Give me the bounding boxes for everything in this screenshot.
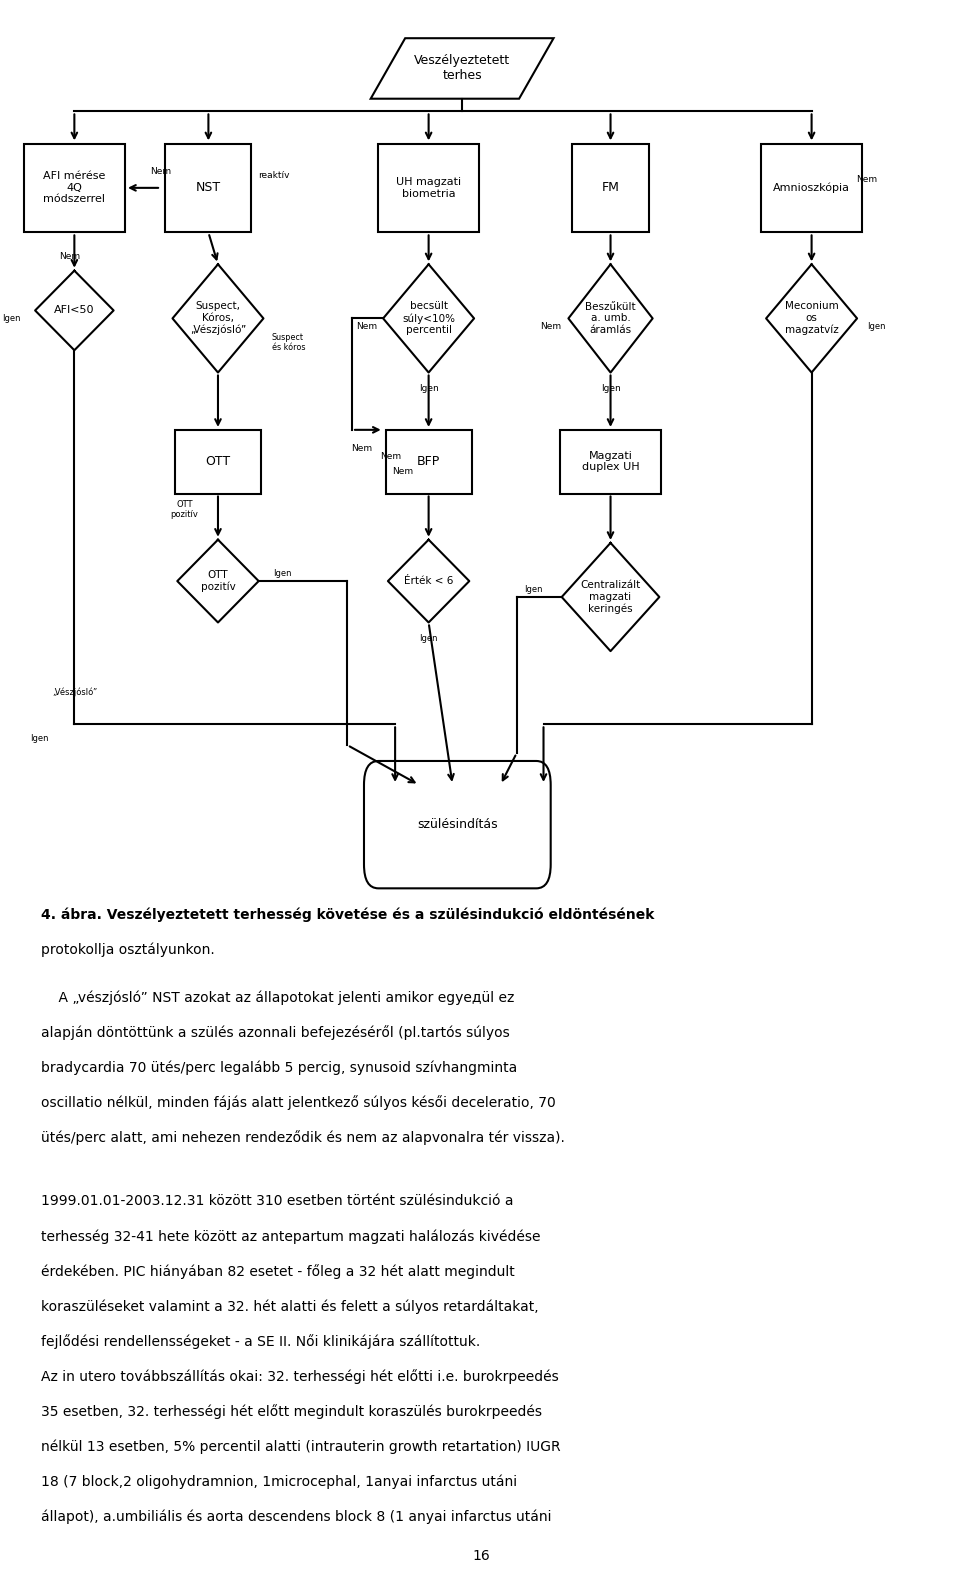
Text: 35 esetben, 32. terhességi hét előtt megindult koraszülés burokrpeedés: 35 esetben, 32. terhességi hét előtt meg… [41, 1404, 541, 1418]
FancyBboxPatch shape [761, 143, 862, 231]
Text: ütés/perc alatt, ami nehezen rendeződik és nem az alapvonalra tér vissza).: ütés/perc alatt, ami nehezen rendeződik … [41, 1130, 564, 1145]
Text: Igen: Igen [274, 568, 292, 578]
FancyBboxPatch shape [378, 143, 479, 231]
Text: OTT
pozitív: OTT pozitív [201, 570, 235, 592]
Text: Érték < 6: Érték < 6 [404, 576, 453, 586]
FancyBboxPatch shape [386, 430, 471, 494]
Text: nélkül 13 esetben, 5% percentil alatti (intrauterin growth retartation) IUGR: nélkül 13 esetben, 5% percentil alatti (… [41, 1439, 561, 1453]
Text: Igen: Igen [2, 314, 20, 323]
Text: Igen: Igen [601, 384, 620, 393]
Text: Nem: Nem [59, 252, 80, 261]
Polygon shape [178, 540, 258, 622]
Text: UH magzati
biometria: UH magzati biometria [396, 177, 461, 199]
Text: Igen: Igen [867, 322, 885, 331]
Text: bradycardia 70 ütés/perc legalább 5 percig, synusoid szívhangminta: bradycardia 70 ütés/perc legalább 5 perc… [41, 1060, 517, 1075]
Text: Igen: Igen [419, 384, 439, 393]
Text: Igen: Igen [420, 634, 438, 643]
FancyBboxPatch shape [572, 143, 649, 231]
Text: koraszüléseket valamint a 32. hét alatti és felett a súlyos retardáltakat,: koraszüléseket valamint a 32. hét alatti… [41, 1299, 539, 1313]
Text: OTT: OTT [205, 455, 230, 468]
Text: Beszűkült
a. umb.
áramlás: Beszűkült a. umb. áramlás [586, 302, 636, 334]
Text: FM: FM [602, 181, 619, 194]
Text: NST: NST [196, 181, 221, 194]
FancyBboxPatch shape [175, 430, 261, 494]
Polygon shape [562, 543, 660, 651]
Text: Nem: Nem [356, 322, 377, 331]
Text: fejlődési rendellensségeket - a SE II. Női klinikájára szállítottuk.: fejlődési rendellensségeket - a SE II. N… [41, 1334, 480, 1348]
Text: szülésindítás: szülésindítás [417, 818, 497, 831]
Text: Igen: Igen [524, 584, 542, 594]
Text: 18 (7 block,2 oligohydramnion, 1microcephal, 1anyai infarctus utáni: 18 (7 block,2 oligohydramnion, 1microcep… [41, 1474, 517, 1489]
Text: Magzati
duplex UH: Magzati duplex UH [582, 451, 639, 473]
Text: 16: 16 [472, 1549, 491, 1563]
Text: reaktív: reaktív [258, 170, 290, 180]
Text: AFI mérése
4Q
módszerrel: AFI mérése 4Q módszerrel [43, 172, 106, 204]
Text: Nem: Nem [540, 322, 561, 331]
Text: Nem: Nem [393, 466, 414, 476]
Text: Suspect,
Kóros,
„Vészjósló”: Suspect, Kóros, „Vészjósló” [190, 301, 246, 336]
Text: Nem: Nem [856, 175, 877, 185]
FancyBboxPatch shape [561, 430, 660, 494]
Polygon shape [383, 264, 474, 373]
Text: 4. ábra. Veszélyeztetett terhesség követése és a szülésindukció eldöntésének: 4. ábra. Veszélyeztetett terhesség követ… [41, 907, 654, 922]
FancyBboxPatch shape [165, 143, 252, 231]
Polygon shape [388, 540, 469, 622]
Text: Igen: Igen [30, 734, 48, 743]
Text: Meconium
os
magzatvíz: Meconium os magzatvíz [784, 301, 838, 336]
Text: Amnioszkópia: Amnioszkópia [773, 183, 851, 193]
Text: Nem: Nem [351, 444, 372, 454]
Text: érdekében. PIC hiányában 82 esetet - főleg a 32 hét alatt megindult: érdekében. PIC hiányában 82 esetet - fől… [41, 1264, 515, 1278]
Text: OTT
pozitív: OTT pozitív [171, 500, 199, 519]
Text: alapján döntöttünk a szülés azonnali befejezéséről (pl.tartós súlyos: alapján döntöttünk a szülés azonnali bef… [41, 1025, 510, 1040]
Text: oscillatio nélkül, minden fájás alatt jelentkező súlyos késői deceleratio, 70: oscillatio nélkül, minden fájás alatt je… [41, 1095, 556, 1110]
Polygon shape [36, 271, 113, 350]
Polygon shape [371, 38, 554, 99]
Text: Nem: Nem [150, 167, 171, 177]
Text: 1999.01.01-2003.12.31 között 310 esetben történt szülésindukció a: 1999.01.01-2003.12.31 között 310 esetben… [41, 1194, 514, 1208]
Text: A „vészjósló” NST azokat az állapotokat jelenti amikor egyедül ez: A „vészjósló” NST azokat az állapotokat … [41, 990, 515, 1005]
FancyBboxPatch shape [24, 143, 125, 231]
Text: állapot), a.umbiliális és aorta descendens block 8 (1 anyai infarctus utáni: állapot), a.umbiliális és aorta descende… [41, 1509, 551, 1524]
Text: Centralizált
magzati
keringés: Centralizált magzati keringés [581, 579, 640, 615]
FancyBboxPatch shape [364, 761, 551, 888]
Text: Suspect
és kóros: Suspect és kóros [272, 333, 305, 352]
Polygon shape [568, 264, 653, 373]
Text: protokollja osztályunkon.: protokollja osztályunkon. [41, 942, 215, 957]
Text: Az in utero továbbszállítás okai: 32. terhességi hét előtti i.e. burokrpeedés: Az in utero továbbszállítás okai: 32. te… [41, 1369, 559, 1383]
Text: terhesség 32-41 hete között az antepartum magzati halálozás kivédése: terhesség 32-41 hete között az antepartu… [41, 1229, 540, 1243]
Text: BFP: BFP [417, 455, 441, 468]
Text: AFI<50: AFI<50 [54, 306, 95, 315]
Polygon shape [173, 264, 263, 373]
Text: Nem: Nem [380, 452, 401, 462]
Polygon shape [766, 264, 857, 373]
Text: becsült
súly<10%
percentil: becsült súly<10% percentil [402, 301, 455, 336]
Text: „Vészjósló”: „Vészjósló” [53, 688, 98, 697]
Text: Veszélyeztetett
terhes: Veszélyeztetett terhes [414, 54, 510, 83]
